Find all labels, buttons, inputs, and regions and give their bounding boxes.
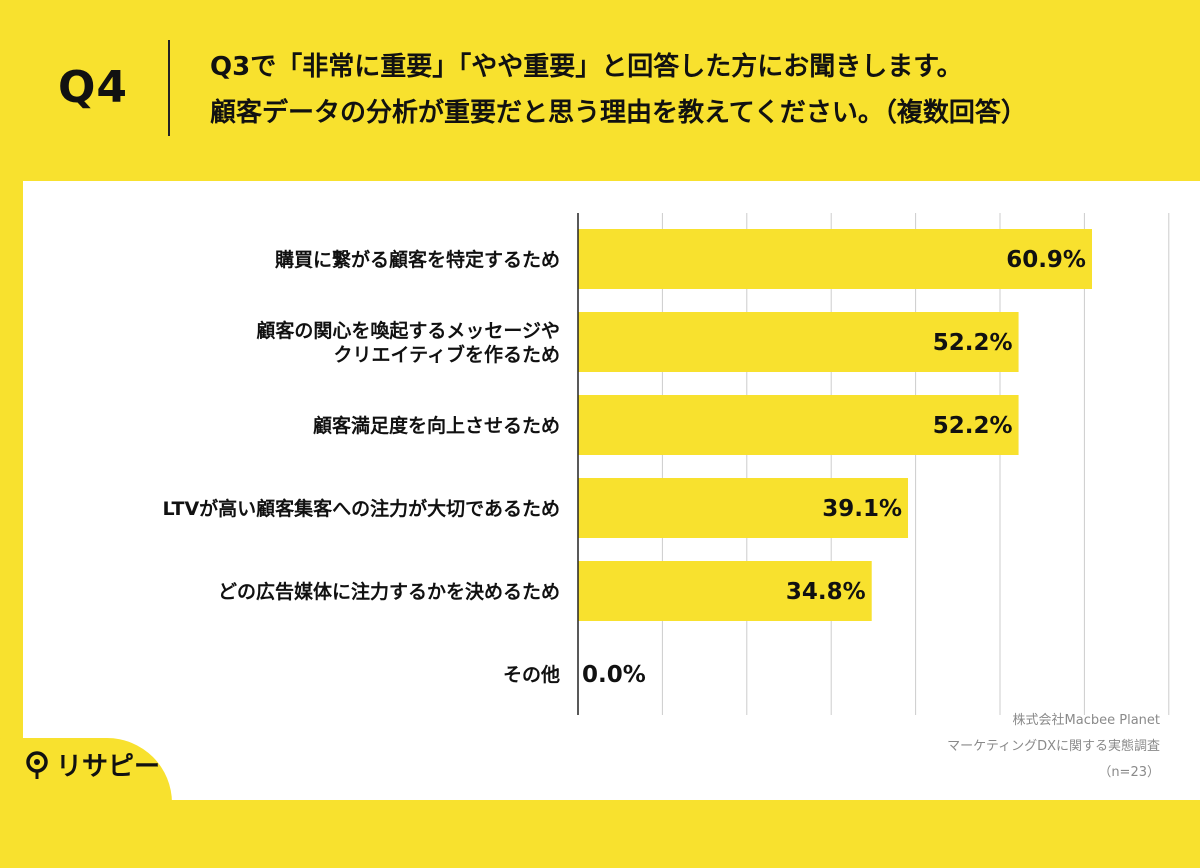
bar — [578, 312, 1019, 372]
value-label: 60.9% — [1006, 247, 1086, 273]
logo: リサピー — [24, 746, 160, 783]
question-text: Q3で「非常に重要」「やや重要」と回答した方にお聞きします。 顧客データの分析が… — [210, 44, 1185, 136]
header: Q4 Q3で「非常に重要」「やや重要」と回答した方にお聞きします。 顧客データの… — [0, 0, 1200, 180]
category-label: 顧客満足度を向上させるため — [313, 414, 560, 437]
source-sample-size: （n=23） — [1098, 765, 1160, 780]
bar — [578, 229, 1092, 289]
header-divider — [168, 40, 170, 136]
category-label: どの広告媒体に注力するかを決めるため — [218, 580, 560, 603]
chart-panel: 購買に繋がる顧客を特定するため 60.9% 顧客の関心を喚起するメッセージやクリエイ… — [23, 181, 1200, 800]
question-line-1: Q3で「非常に重要」「やや重要」と回答した方にお聞きします。 — [210, 52, 963, 82]
source-company: 株式会社Macbee Planet — [1012, 713, 1160, 728]
question-label: Q4 — [58, 62, 129, 113]
source-survey: マーケティングDXに関する実態調査 — [947, 739, 1160, 754]
pin-icon — [26, 750, 48, 779]
value-label: 52.2% — [933, 413, 1013, 439]
source-note: 株式会社Macbee Planet マーケティングDXに関する実態調査 （n=2… — [947, 708, 1160, 786]
category-label: LTVが高い顧客集客への注力が大切であるため — [163, 497, 560, 520]
bar — [578, 395, 1019, 455]
logo-text: リサピー — [56, 752, 161, 782]
question-line-2: 顧客データの分析が重要だと思う理由を教えてください。（複数回答） — [210, 98, 1027, 128]
bar-chart: 購買に繋がる顧客を特定するため 60.9% 顧客の関心を喚起するメッセージやクリエイ… — [163, 213, 1170, 715]
category-label: 購買に繋がる顧客を特定するため — [275, 248, 560, 271]
category-label: その他 — [503, 663, 560, 686]
bar — [578, 561, 872, 621]
value-label: 52.2% — [933, 330, 1013, 356]
category-label: 顧客の関心を喚起するメッセージやクリエイティブを作るため — [256, 319, 560, 366]
value-label: 34.8% — [786, 579, 866, 605]
value-label: 0.0% — [582, 662, 646, 688]
value-label: 39.1% — [822, 496, 902, 522]
bar — [578, 478, 909, 538]
